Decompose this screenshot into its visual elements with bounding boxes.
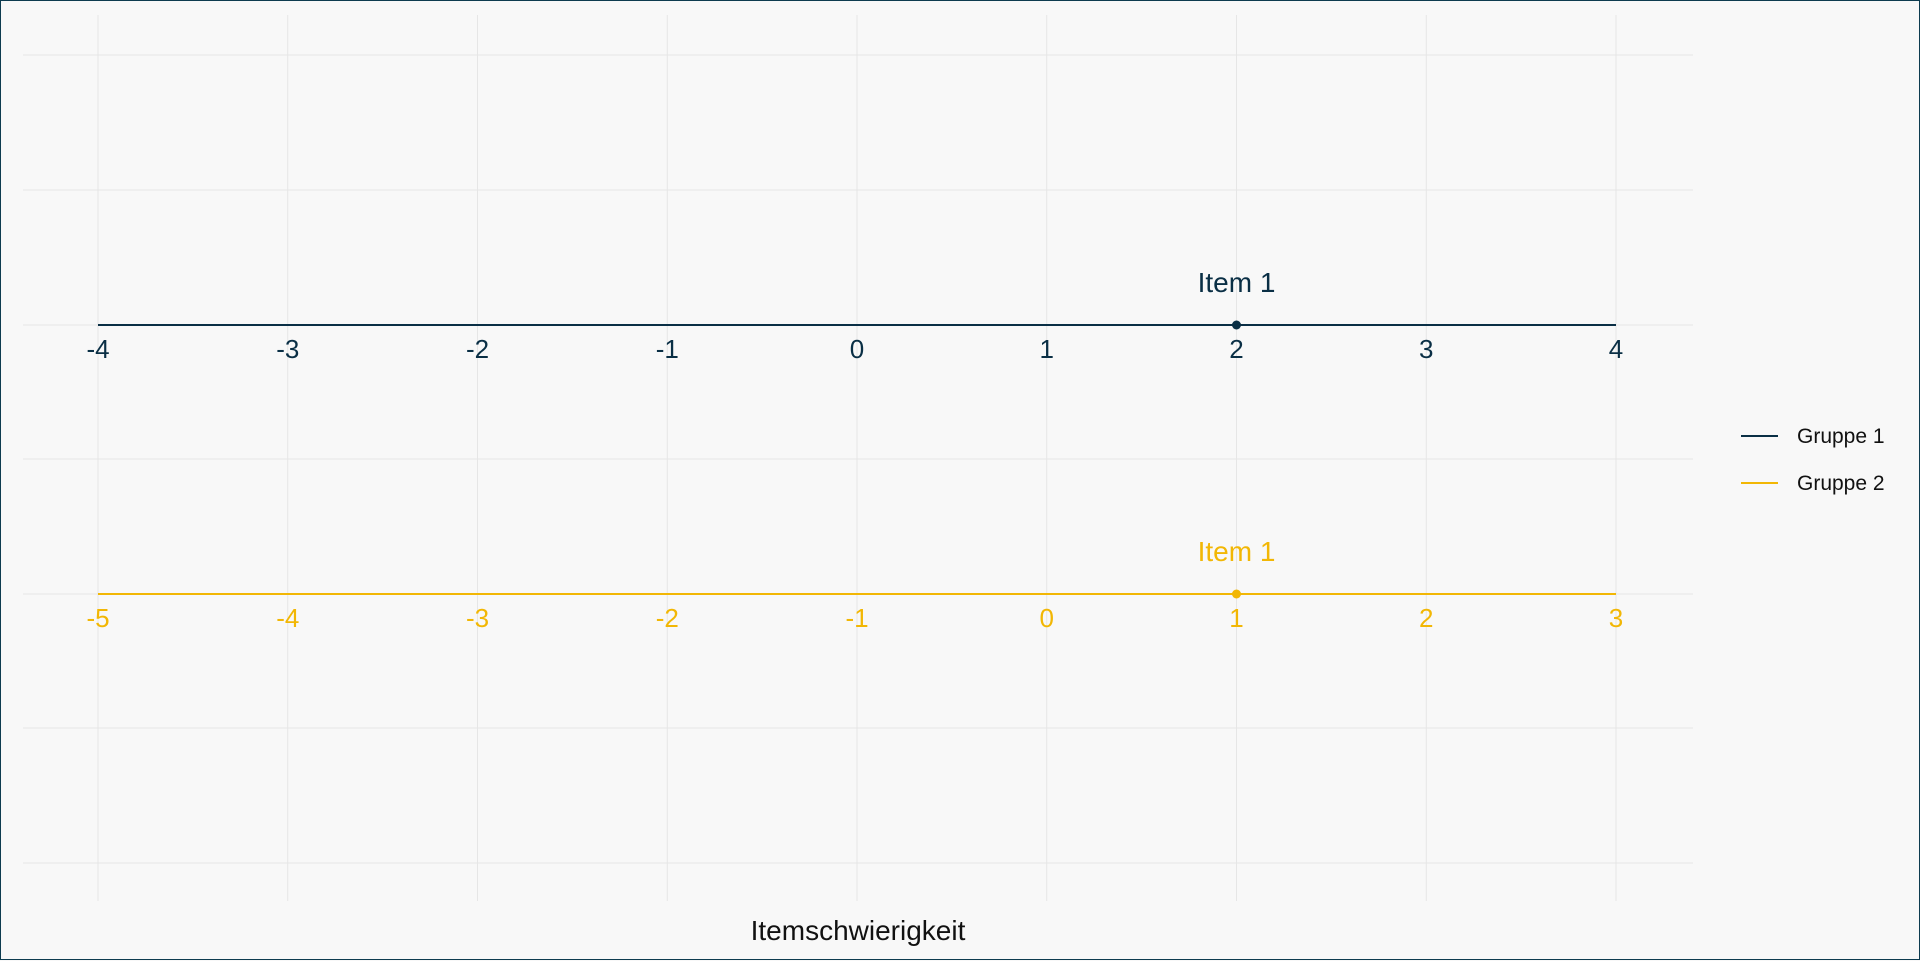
series-2-point [1232, 589, 1241, 599]
series-2-tick-label: 2 [1419, 603, 1433, 633]
legend-label: Gruppe 1 [1797, 425, 1885, 448]
series-2: -5 -4 -3 -2 -1 0 1 2 3 Item 1 [86, 536, 1623, 633]
legend-label: Gruppe 2 [1797, 472, 1885, 495]
grid-layer [23, 15, 1693, 901]
series-1-tick-label: -2 [466, 334, 489, 364]
series-2-tick-label: 0 [1040, 603, 1054, 633]
series-1-tick-label: 3 [1419, 334, 1433, 364]
series-1-tick-label: 4 [1609, 334, 1623, 364]
series-2-tick-label: -4 [276, 603, 299, 633]
legend: Gruppe 1 Gruppe 2 [1741, 425, 1885, 495]
x-axis-title: Itemschwierigkeit [751, 915, 966, 946]
legend-item: Gruppe 2 [1741, 472, 1885, 495]
legend-item: Gruppe 1 [1741, 425, 1885, 448]
series-1-tick-label: 0 [850, 334, 864, 364]
series-2-tick-label: -1 [845, 603, 868, 633]
series-2-tick-label: 1 [1229, 603, 1243, 633]
series-1-tick-label: -1 [656, 334, 679, 364]
series-2-tick-label: -3 [466, 603, 489, 633]
series-1-point [1232, 320, 1241, 330]
series-2-tick-label: -2 [656, 603, 679, 633]
series-1-tick-label: 1 [1040, 334, 1054, 364]
series-2-tick-label: -5 [86, 603, 109, 633]
series-1-tick-label: 2 [1229, 334, 1243, 364]
series-1-point-label: Item 1 [1198, 267, 1276, 298]
series-1-tick-label: -3 [276, 334, 299, 364]
series-1: -4 -3 -2 -1 0 1 2 3 4 Item 1 [86, 267, 1623, 364]
series-1-tick-label: -4 [86, 334, 109, 364]
series-2-tick-label: 3 [1609, 603, 1623, 633]
series-layer: -4 -3 -2 -1 0 1 2 3 4 Item 1 -5 -4 -3 -2 -1 0 1 2 3 Item 1 [86, 267, 1623, 633]
series-2-point-label: Item 1 [1198, 536, 1276, 567]
